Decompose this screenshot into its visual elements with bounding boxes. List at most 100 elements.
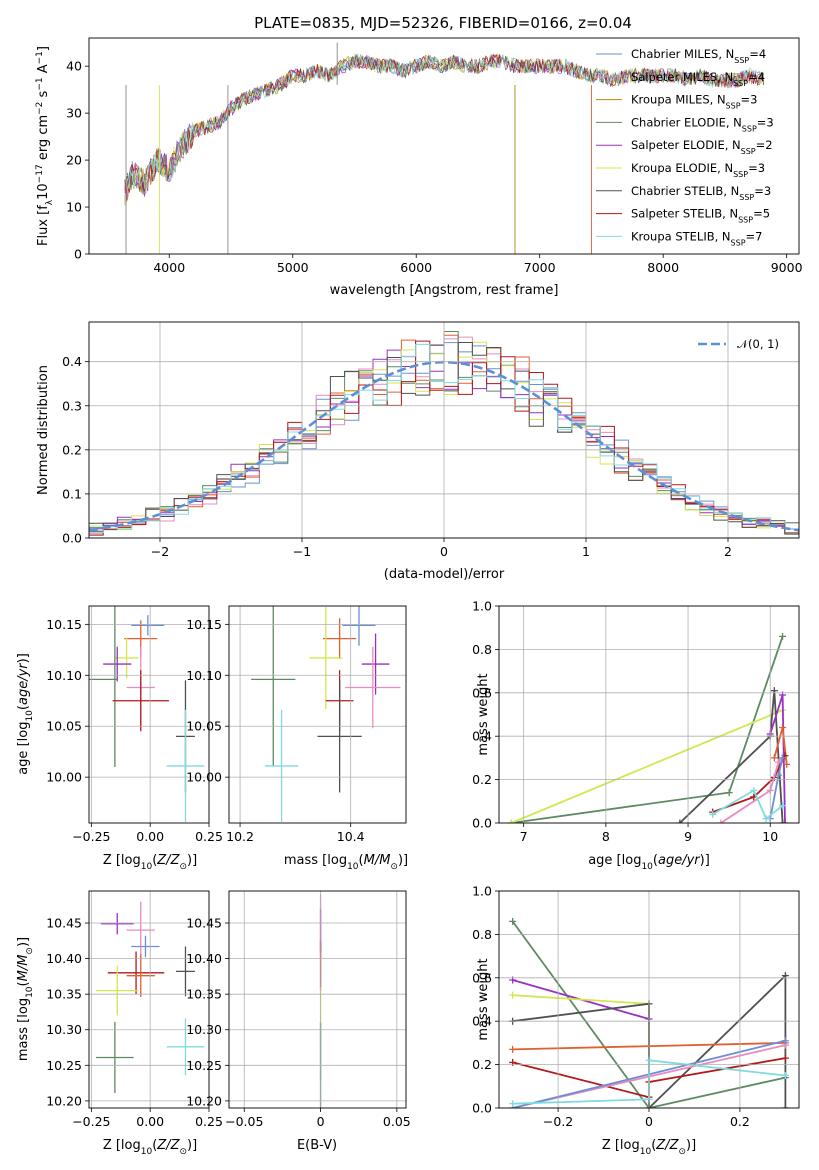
weight-marker <box>509 1100 517 1108</box>
errorbar-point <box>345 646 401 729</box>
y-axis-label: mass weight <box>476 958 491 1040</box>
y-tick-label: 10.35 <box>186 987 222 1002</box>
x-axis-label: E(B-V) <box>297 1138 337 1153</box>
y-tick-label: 0.4 <box>472 729 492 744</box>
y-tick-label: 10.30 <box>46 1022 82 1037</box>
x-tick-label: 7000 <box>524 260 556 275</box>
y-tick-label: 0.0 <box>62 531 82 546</box>
weight-marker <box>781 1104 789 1108</box>
y-axis-label: mass weight <box>476 673 491 755</box>
weight-marker <box>779 802 787 810</box>
x-axis-label: wavelength [Angstrom, rest frame] <box>330 283 559 298</box>
x-tick-label: 0.25 <box>195 829 223 844</box>
y-tick-label: 10.40 <box>186 951 222 966</box>
y-tick-label: 1.0 <box>472 599 492 614</box>
errorbar-point <box>166 709 205 822</box>
plot-area <box>89 606 205 822</box>
x-tick-label: 6000 <box>400 260 432 275</box>
y-tick-label: 10.20 <box>46 1093 82 1108</box>
legend-label: Salpeter STELIB, NSSP=5 <box>631 207 770 225</box>
y-tick-label: 0.6 <box>472 685 492 700</box>
x-tick-label: 7 <box>520 829 528 844</box>
y-tick-label: 0.2 <box>472 1057 492 1072</box>
axes-mass-vs-Z: −0.25 0.00 0.25 10.20 10.25 10.30 10.35 10.40 10… <box>16 890 223 1157</box>
errorbar-point <box>112 670 169 732</box>
weight-marker <box>676 819 684 823</box>
x-tick-label: 0 <box>440 544 448 559</box>
y-axis-label: Flux [fλ10−17 erg cm−2 s−1 A−1] <box>35 46 55 246</box>
errorbar-point <box>317 680 362 793</box>
legend-label: Chabrier MILES, NSSP=4 <box>631 47 766 65</box>
weight-marker <box>779 632 787 640</box>
legend-label: Kroupa MILES, NSSP=3 <box>631 93 757 111</box>
axes-frame <box>498 605 800 824</box>
y-tick-label: 0.4 <box>472 1014 492 1029</box>
y-tick-label: 10.25 <box>46 1058 82 1073</box>
x-axis-label: mass [log10(M/M⊙)] <box>284 853 408 872</box>
x-tick-label: −0.05 <box>225 1114 263 1129</box>
x-tick-label: 0.00 <box>136 1114 164 1129</box>
y-tick-label: 1.0 <box>472 884 492 899</box>
x-tick-label: 10.2 <box>226 829 254 844</box>
weight-line <box>720 757 784 823</box>
legend-label: Salpeter MILES, NSSP=4 <box>631 70 765 88</box>
y-axis-label: mass [log10(M/M⊙)] <box>16 937 35 1061</box>
legend-label: Kroupa STELIB, NSSP=7 <box>631 229 762 247</box>
legend-label: Chabrier STELIB, NSSP=3 <box>631 184 771 202</box>
weight-marker <box>783 760 791 768</box>
errorbar-point <box>100 913 134 935</box>
x-tick-label: 0.25 <box>195 1114 223 1129</box>
weight-marker <box>779 724 787 732</box>
y-tick-label: 40 <box>66 59 82 74</box>
y-tick-label: 10.20 <box>186 1093 222 1108</box>
legend-label: 𝒩(0, 1) <box>737 337 779 351</box>
y-tick-label: 0.2 <box>472 772 492 787</box>
x-tick-label: −0.25 <box>72 829 110 844</box>
weight-marker <box>725 789 733 797</box>
y-tick-label: 10.00 <box>46 770 82 785</box>
weight-marker <box>781 819 789 823</box>
y-tick-label: 10 <box>66 200 82 215</box>
x-tick-label: 9 <box>684 829 692 844</box>
axes-age-vs-Z: −0.25 0.00 0.25 10.00 10.05 10.10 10.15 Z [log1… <box>16 605 223 872</box>
y-tick-label: 10.30 <box>186 1022 222 1037</box>
x-tick-label: 2 <box>724 544 732 559</box>
x-axis-label: age [log10(age/yr)] <box>588 853 710 872</box>
weight-marker <box>509 917 517 925</box>
y-tick-label: 10.25 <box>186 1058 222 1073</box>
axes-weight-vs-age: 7 8 9 10 0.0 0.2 0.4 0.6 0.8 1.0 age [log10(age/yr… <box>472 599 800 872</box>
y-tick-label: 0.1 <box>62 486 82 501</box>
x-tick-label: 10.4 <box>337 829 365 844</box>
x-tick-label: 9000 <box>771 260 803 275</box>
y-tick-label: 10.10 <box>186 668 222 683</box>
figure-title: PLATE=0835, MJD=52326, FIBERID=0166, z=0… <box>254 14 632 32</box>
x-tick-label: 0.05 <box>383 1114 411 1129</box>
y-tick-label: 10.05 <box>186 719 222 734</box>
weight-marker <box>509 991 517 999</box>
weight-marker <box>781 1037 789 1045</box>
y-tick-label: 20 <box>66 153 82 168</box>
spectrum-line <box>124 52 764 197</box>
errorbar-point <box>96 1021 134 1094</box>
plot-area <box>507 632 791 823</box>
axes-frame <box>228 890 407 1109</box>
weight-marker <box>762 815 770 823</box>
legend-label: Kroupa ELODIE, NSSP=3 <box>631 161 765 179</box>
x-tick-label: 0 <box>645 1114 653 1129</box>
y-axis-label: Normed distribution <box>36 365 51 495</box>
weight-marker <box>781 1054 789 1062</box>
x-tick-label: 8000 <box>647 260 679 275</box>
x-tick-label: 0.2 <box>730 1114 750 1129</box>
y-tick-label: 10.35 <box>46 987 82 1002</box>
y-tick-label: 0.6 <box>472 970 492 985</box>
weight-line <box>510 709 783 823</box>
weight-line <box>712 789 784 821</box>
legend: Chabrier MILES, NSSP=4 Salpeter MILES, NS… <box>596 47 774 247</box>
axes-spectrum: 4000 5000 6000 7000 8000 9000 0 10 20 30 40 wavelen… <box>35 37 803 298</box>
axes-residual-histogram: −2 −1 0 1 2 0.0 0.1 0.2 0.3 0.4 𝒩(0, 1) (data-model… <box>36 321 800 582</box>
weight-line <box>511 636 784 823</box>
y-tick-label: 0.3 <box>62 398 82 413</box>
y-tick-label: 10.15 <box>46 617 82 632</box>
legend-label: Salpeter ELODIE, NSSP=2 <box>631 138 773 156</box>
x-tick-label: 5000 <box>277 260 309 275</box>
